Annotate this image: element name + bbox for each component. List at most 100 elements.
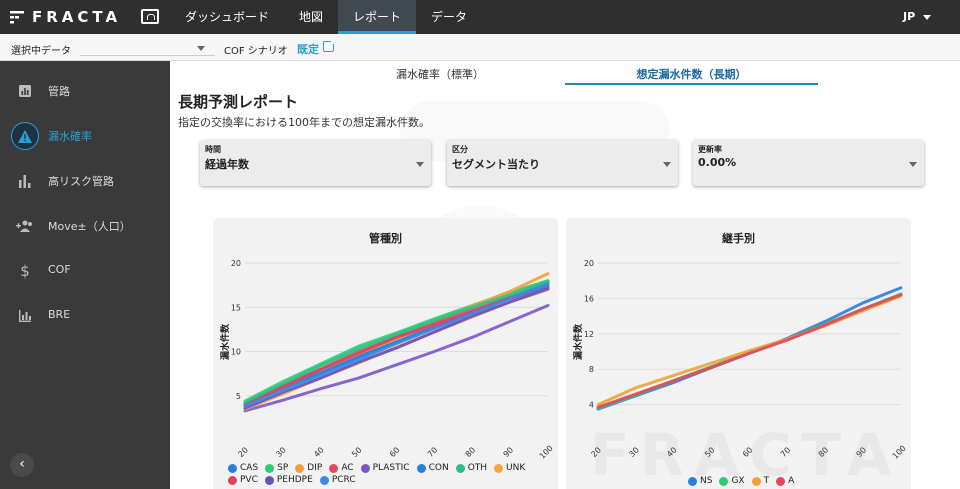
chart-title: 継手別 (722, 232, 755, 245)
x-tick-label: 80 (464, 445, 478, 459)
sidebar-item-bre[interactable]: BRE (0, 295, 170, 335)
legend-label: PVC (240, 475, 258, 485)
legend-label: PCRC (331, 475, 356, 485)
caret-down-icon[interactable] (197, 46, 205, 51)
sidebar-item-pipes[interactable]: 管路 (0, 70, 170, 110)
legend-item-gx[interactable]: GX (719, 475, 745, 487)
sidebar-item-move-population[interactable]: Move±（人口） (0, 205, 170, 245)
caret-down-icon (663, 162, 671, 167)
chart-panel-pipe-type: 管種別 漏水件数 5 10 15 20 20 30 40 50 60 70 80 90 100 (213, 218, 558, 489)
chart-legend: CAS SP DIP AC PLASTIC CON OTH UNK PVC PEHDPE PCRC (228, 462, 558, 486)
legend-dot (265, 463, 275, 473)
y-tick-label: 10 (231, 348, 241, 357)
legend-item-plastic[interactable]: PLASTIC (360, 462, 410, 474)
y-tick-label: 8 (589, 365, 594, 374)
series-line-oth (243, 280, 550, 405)
legend-dot (319, 475, 329, 485)
legend-label: SP (277, 463, 289, 473)
x-tick-label: 100 (538, 444, 555, 461)
legend-label: UNK (506, 463, 526, 473)
sidebar-item-cof[interactable]: $ COF (0, 250, 170, 290)
legend-item-pcrc[interactable]: PCRC (319, 474, 356, 486)
main-content: 漏水確率（標準） 想定漏水件数（長期） 長期予測レポート 指定の交換率における1… (170, 61, 960, 489)
segment-select[interactable]: 区分 セグメント当たり (447, 140, 678, 186)
collapse-sidebar-button[interactable]: ‹ (10, 453, 34, 477)
sidebar-item-label: BRE (48, 308, 71, 321)
sub-bar: 選択中データ COF シナリオ 既定 (0, 34, 960, 61)
legend-item-cas[interactable]: CAS (228, 462, 258, 474)
legend-dot (228, 475, 237, 485)
series-line-pehdpe (243, 287, 550, 410)
chart-panel-joint-type: 継手別 漏水件数 4 8 12 16 20 20 30 40 50 60 70 80 90 100 (566, 218, 911, 489)
legend-dot (360, 463, 370, 473)
monitor-icon[interactable] (141, 9, 159, 24)
y-tick-label: 16 (584, 294, 594, 303)
page-title: 長期予測レポート (178, 93, 299, 111)
nav-item-data[interactable]: データ (431, 10, 468, 24)
logo[interactable]: FRACTA (10, 8, 121, 26)
legend-item-oth[interactable]: OTH (455, 462, 488, 474)
sidebar-item-label: COF (48, 263, 71, 276)
sidebar-item-label: 管路 (48, 85, 70, 98)
legend-item-con[interactable]: CON (416, 462, 449, 474)
field-label: 時間 (205, 145, 221, 154)
cof-scenario-label: COF シナリオ (224, 46, 288, 57)
y-tick-label: 4 (589, 401, 594, 410)
y-tick-label: 20 (231, 259, 241, 268)
legend-dot (776, 476, 786, 486)
pipe-type-chart: 5 10 15 20 20 30 40 50 60 70 80 90 100 (231, 259, 555, 461)
legend-item-ns[interactable]: NS (688, 475, 712, 487)
series-line-pcrc (243, 282, 550, 408)
chart-legend: NS GX T A (688, 475, 888, 487)
renewal-rate-select[interactable]: 更新率 0.00% (693, 140, 924, 186)
sidebar-item-label: 高リスク管路 (48, 175, 114, 188)
legend-item-ac[interactable]: AC (329, 462, 354, 474)
language-label: JP (903, 10, 916, 23)
legend-label: NS (700, 476, 713, 486)
series-line-plastic (243, 303, 550, 413)
cof-scenario-link[interactable]: 既定 (297, 43, 319, 56)
legend-label: CAS (240, 463, 259, 473)
legend-label: OTH (467, 463, 488, 473)
warning-icon (11, 122, 39, 150)
tab-leak-probability-standard[interactable]: 漏水確率（標準） (396, 68, 484, 81)
legend-item-dip[interactable]: DIP (295, 462, 322, 474)
y-tick-label: 12 (584, 330, 594, 339)
caret-down-icon (909, 162, 917, 167)
x-tick-label: 50 (350, 445, 364, 459)
legend-label: T (763, 476, 770, 486)
legend-item-sp[interactable]: SP (265, 462, 288, 474)
page-subtitle: 指定の交換率における100年までの想定漏水件数。 (178, 116, 430, 129)
time-select[interactable]: 時間 経過年数 (200, 140, 431, 186)
report-icon (11, 77, 39, 105)
legend-item-unk[interactable]: UNK (494, 462, 525, 474)
x-tick-label: 40 (312, 445, 326, 459)
tab-expected-leaks-long-term[interactable]: 想定漏水件数（長期） (636, 68, 747, 81)
legend-label: PLASTIC (372, 463, 410, 473)
nav-item-dashboard[interactable]: ダッシュボード (185, 10, 270, 24)
open-external-icon[interactable] (323, 39, 336, 52)
nav-item-report[interactable]: レポート (338, 0, 417, 34)
sidebar-item-leak-probability[interactable]: 漏水確率 (0, 115, 170, 155)
sidebar-item-high-risk-pipes[interactable]: 高リスク管路 (0, 160, 170, 200)
legend-item-a[interactable]: A (776, 475, 794, 487)
x-tick-label: 30 (274, 445, 288, 459)
nav-item-map[interactable]: 地図 (299, 10, 324, 24)
field-value: 経過年数 (205, 158, 249, 171)
legend-item-pehdpe[interactable]: PEHDPE (264, 474, 313, 486)
top-bar: FRACTA ダッシュボード 地図 レポート データ JP (0, 0, 960, 34)
legend-item-t[interactable]: T (751, 475, 770, 487)
legend-label: DIP (307, 463, 323, 473)
language-selector[interactable]: JP (903, 10, 932, 23)
main-nav: ダッシュボード 地図 レポート データ (170, 0, 482, 34)
chart-icon (11, 302, 39, 330)
field-value: 0.00% (698, 156, 737, 169)
legend-dot (416, 463, 426, 473)
selected-data-select[interactable] (80, 39, 215, 56)
legend-item-pvc[interactable]: PVC (228, 474, 258, 486)
legend-label: A (788, 476, 795, 486)
y-tick-label: 15 (231, 303, 241, 312)
chart-title: 管種別 (369, 232, 402, 245)
legend-label: PEHDPE (276, 475, 313, 485)
